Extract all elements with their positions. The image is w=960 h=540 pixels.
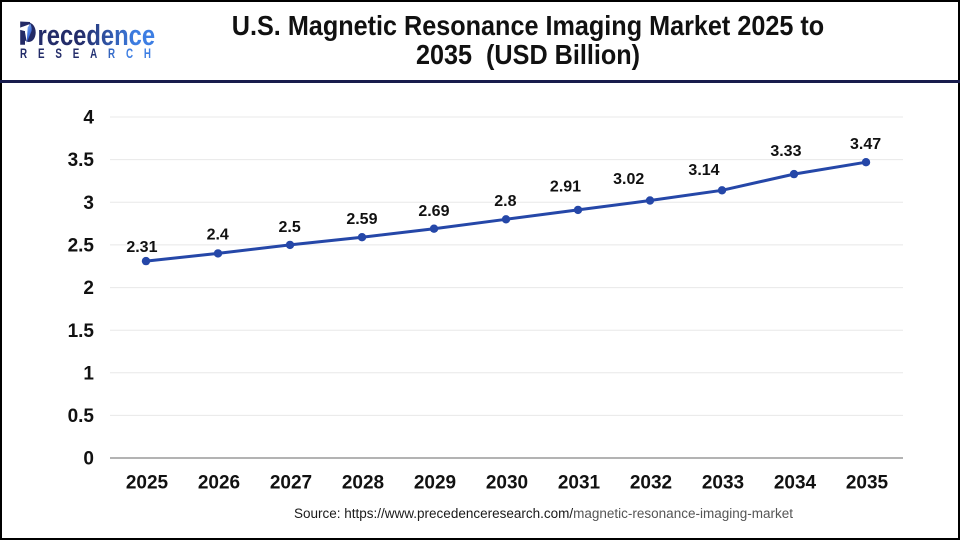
svg-text:2028: 2028 xyxy=(342,472,384,493)
svg-text:2.91: 2.91 xyxy=(550,178,581,195)
svg-text:3.47: 3.47 xyxy=(850,136,881,153)
svg-text:4: 4 xyxy=(83,108,94,129)
svg-text:3: 3 xyxy=(83,193,94,214)
svg-text:2029: 2029 xyxy=(414,472,456,493)
svg-text:1: 1 xyxy=(83,363,94,384)
svg-text:2.69: 2.69 xyxy=(418,203,449,220)
svg-text:2032: 2032 xyxy=(630,472,672,493)
svg-text:2.8: 2.8 xyxy=(494,193,516,210)
svg-text:2.31: 2.31 xyxy=(126,239,157,256)
svg-text:2.59: 2.59 xyxy=(346,211,377,228)
svg-text:2031: 2031 xyxy=(558,472,601,493)
svg-text:3.33: 3.33 xyxy=(770,143,801,160)
svg-text:0.5: 0.5 xyxy=(68,406,95,427)
svg-text:RESEARCH: RESEARCH xyxy=(20,45,162,61)
svg-text:2026: 2026 xyxy=(198,472,240,493)
svg-text:2.4: 2.4 xyxy=(207,227,229,244)
svg-text:2033: 2033 xyxy=(702,472,744,493)
svg-text:3.14: 3.14 xyxy=(688,162,719,179)
svg-text:recedence: recedence xyxy=(37,21,155,52)
svg-text:3.02: 3.02 xyxy=(613,171,644,188)
svg-text:2025: 2025 xyxy=(126,472,169,493)
svg-text:2034: 2034 xyxy=(774,472,817,493)
svg-text:0: 0 xyxy=(83,449,94,470)
svg-text:2027: 2027 xyxy=(270,472,312,493)
svg-text:2.5: 2.5 xyxy=(68,236,95,257)
svg-text:2.5: 2.5 xyxy=(278,219,300,236)
svg-text:2030: 2030 xyxy=(486,472,528,493)
svg-text:3.5: 3.5 xyxy=(68,150,95,171)
svg-text:1.5: 1.5 xyxy=(68,321,95,342)
svg-text:2: 2 xyxy=(83,278,94,299)
svg-text:2035: 2035 xyxy=(846,472,889,493)
